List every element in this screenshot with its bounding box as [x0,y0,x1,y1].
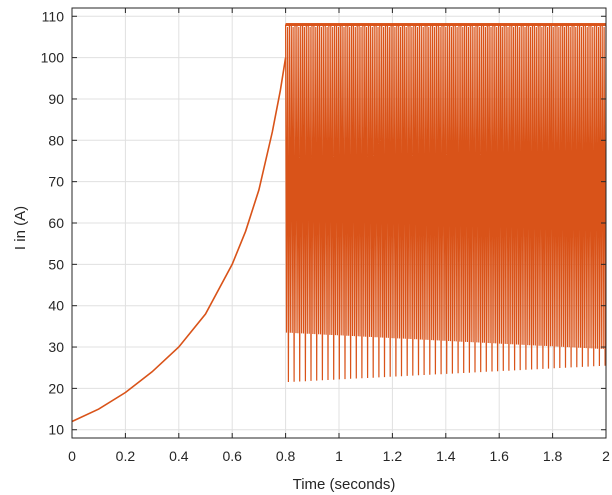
y-tick-label: 60 [48,215,64,231]
y-tick-label: 30 [48,339,64,355]
y-axis-label: I in (A) [12,206,29,250]
y-tick-label: 110 [42,8,65,24]
x-tick-label: 0.8 [276,448,296,464]
y-tick-label: 80 [48,132,64,148]
y-tick-label: 100 [41,50,65,66]
series-layer [71,23,607,423]
x-tick-label: 0.2 [116,448,136,464]
x-tick-label: 2 [602,448,610,464]
x-tick-label: 1.4 [436,448,456,464]
axes: 0 0.2 0.4 0.6 0.8 1 1.2 1.4 1.6 1.8 2 10 20 30 40 50 60 7… [41,7,610,464]
x-tick-label: 0.6 [222,448,242,464]
series-line-rise [71,57,287,423]
y-tick-label: 10 [48,422,64,438]
y-tick-label: 40 [48,298,64,314]
x-axis-label: Time (seconds) [293,476,396,493]
x-tick-label: 1.8 [543,448,563,464]
y-tick-label: 20 [48,380,64,396]
x-tick-label: 0.4 [169,448,189,464]
x-tick-label: 1.6 [489,448,509,464]
x-tick-label: 1 [335,448,343,464]
series-upper-band [285,23,606,27]
x-tick-label: 1.2 [383,448,403,464]
series-line-oscillation [285,24,607,383]
y-tick-label: 90 [48,91,64,107]
y-tick-label: 50 [48,256,64,272]
y-tick-label: 70 [48,174,64,190]
x-tick-label: 0 [68,448,76,464]
